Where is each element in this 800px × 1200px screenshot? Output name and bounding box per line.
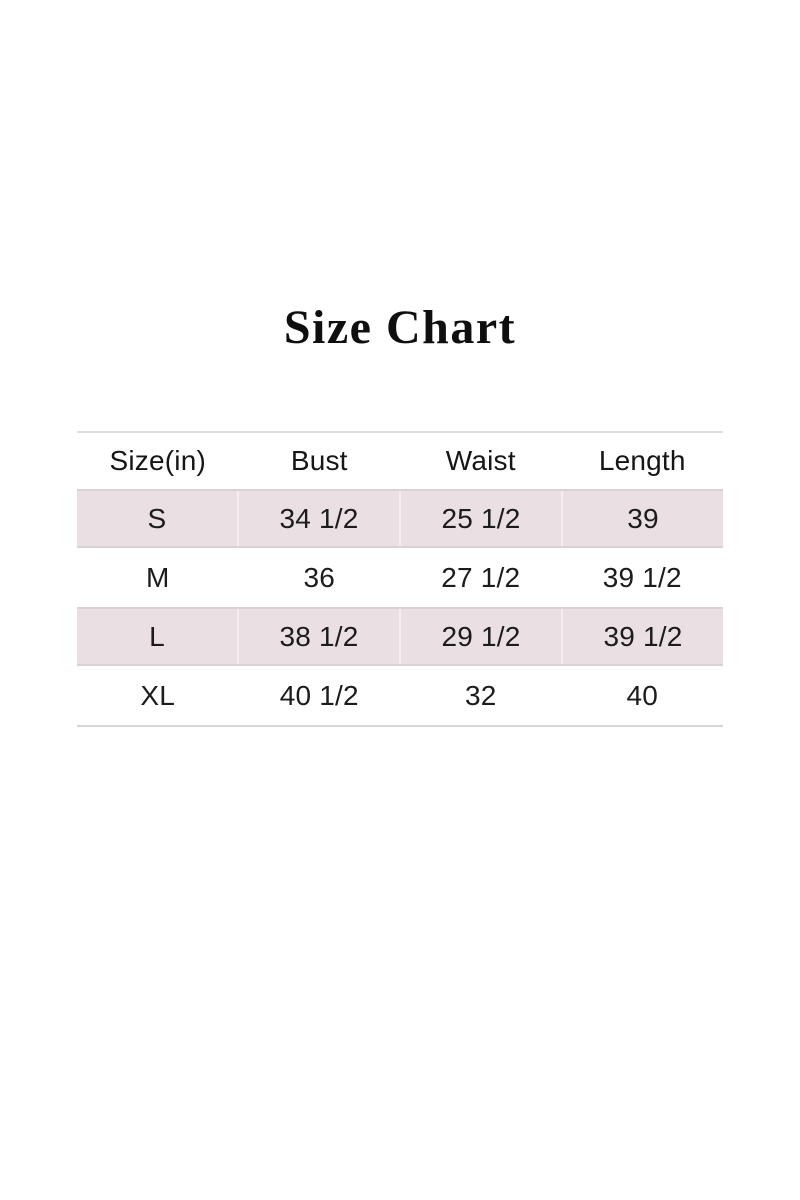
bust-cell: 40 1/2 [279,679,359,711]
size-chart-table: Size(in) Bust Waist Length S 34 1/2 25 1… [77,431,723,727]
waist-cell: 27 1/2 [441,561,521,593]
size-cell: L [149,620,165,652]
bust-cell: 36 [303,561,336,593]
page-title: Size Chart [283,301,517,354]
size-cell: M [145,561,170,593]
length-cell: 39 1/2 [602,561,682,593]
column-header-waist: Waist [445,445,516,476]
waist-cell: 29 1/2 [399,609,561,664]
waist-cell: 25 1/2 [399,491,561,546]
table-row-m: M 36 27 1/2 39 1/2 [77,548,723,607]
size-cell: XL [140,679,176,711]
table-row-xl: XL 40 1/2 32 40 [77,666,723,725]
table-row-l: L 38 1/2 29 1/2 39 1/2 [77,607,723,666]
size-cell: S [147,502,167,534]
bust-cell: 34 1/2 [237,491,399,546]
column-header-size: Size(in) [109,445,206,476]
waist-cell: 32 [464,679,497,711]
column-header-bust: Bust [290,445,348,476]
length-cell: 40 [626,679,659,711]
column-header-length: Length [598,445,686,476]
table-row-s: S 34 1/2 25 1/2 39 [77,489,723,548]
table-header-row: Size(in) Bust Waist Length [77,433,723,489]
length-cell: 39 [561,491,723,546]
length-cell: 39 1/2 [561,609,723,664]
bust-cell: 38 1/2 [237,609,399,664]
